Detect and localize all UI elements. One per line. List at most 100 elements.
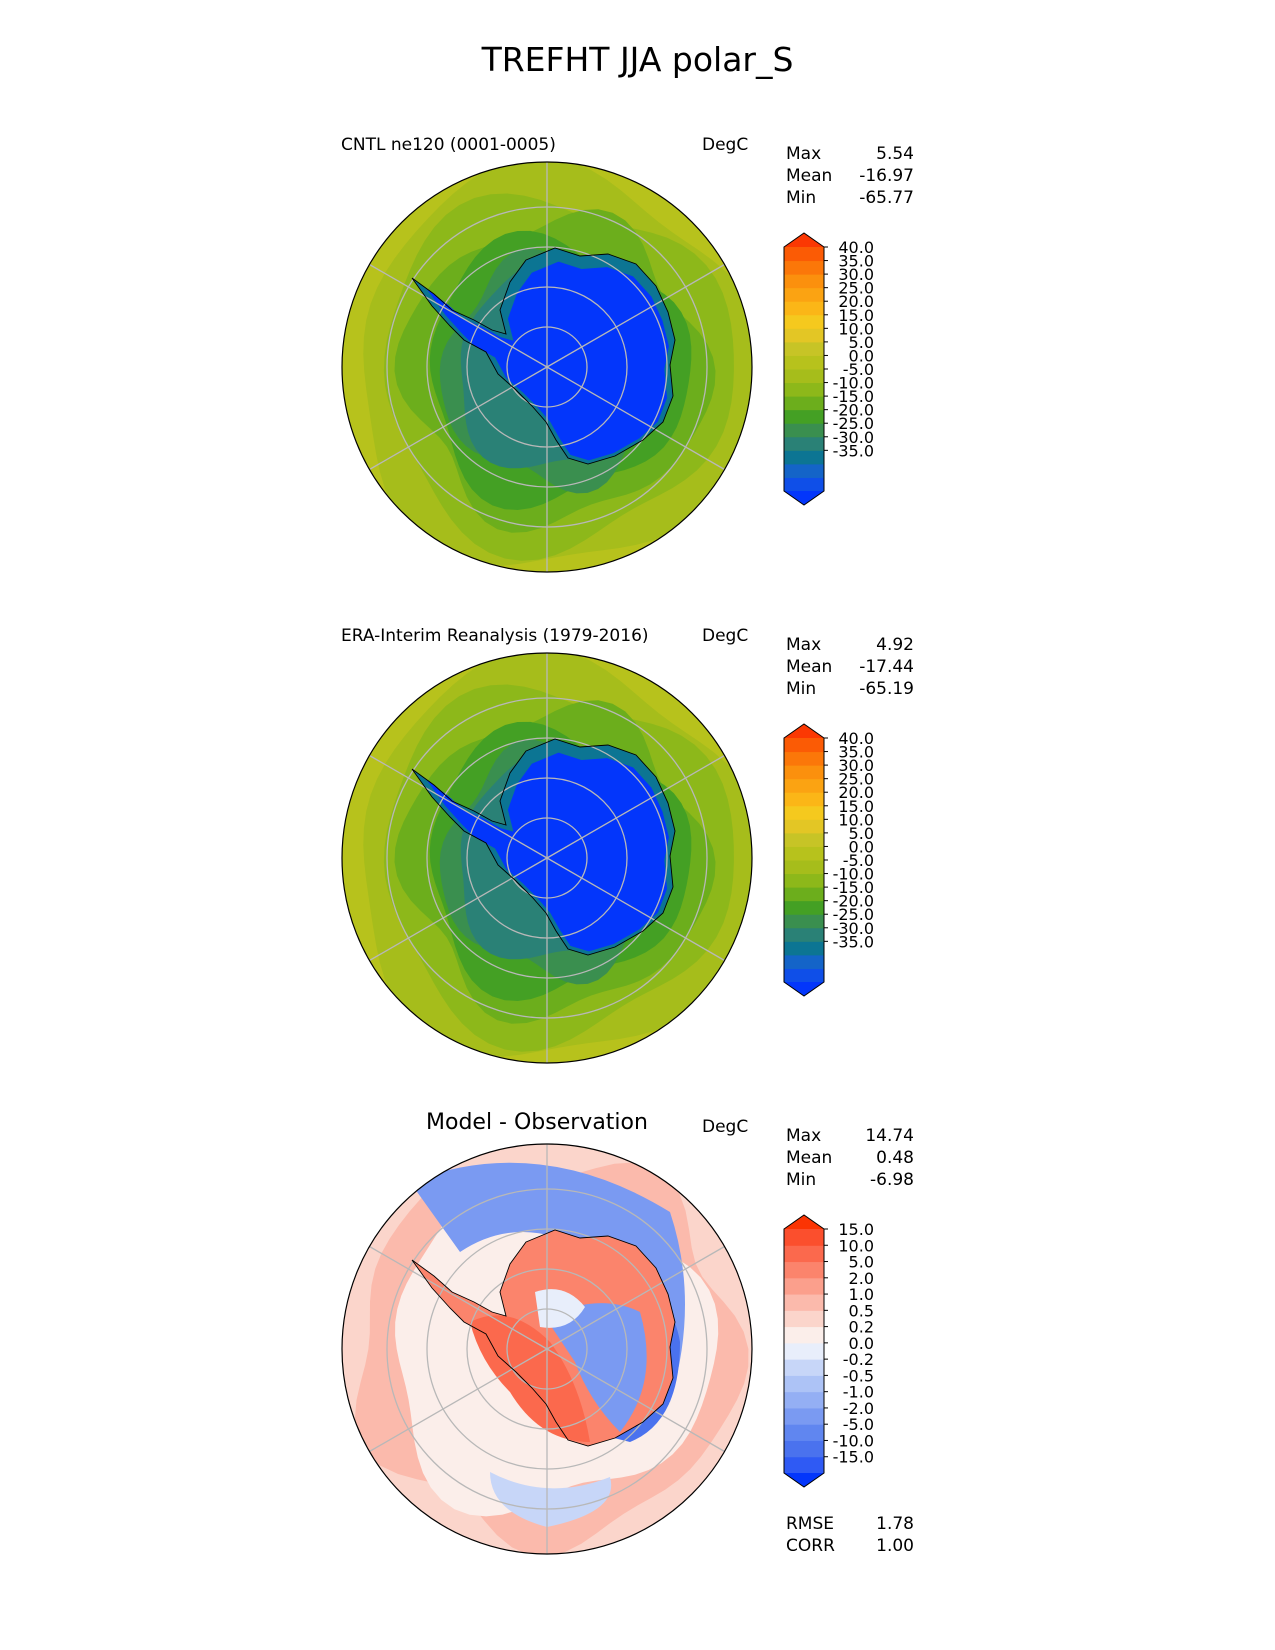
panel-3-colorbar-outline [783,1214,825,1488]
panel-1-colorbar-tick-label: 0.0 [849,346,874,365]
panel-2-band-plateau [426,752,669,952]
panel-2-stat-label: Min [786,679,817,699]
panel-2-colorbar-swatch [784,873,824,888]
panel-2-colorbar-swatch [784,765,824,780]
panel-3-colorbar-swatch [784,1359,824,1376]
panel-1-colorbar-tick-label: 10.0 [838,319,874,338]
panel-1-colorbar-tick-label: -5.0 [843,360,874,379]
panel-3-colorbar-cap-top [784,1215,824,1229]
panel-3-stat-label: Max [786,1126,822,1146]
panel-1-stats: Max 5.54 Mean -16.97 Min -65.77 [786,143,914,209]
panel-1-colorbar-swatch [784,287,824,302]
panel-3-colorbar-tick-label: 1.0 [849,1285,874,1304]
panel-3-colorbar-tick-label: 10.0 [838,1236,874,1255]
panel-3-units: DegC [702,1117,749,1137]
panel-2-colorbar-tick-label: 10.0 [838,810,874,829]
panel-2-colorbar-tick-label: -20.0 [833,892,874,911]
panel-3-colorbar-swatch [784,1277,824,1295]
panel-1-meridian [369,366,548,471]
panel-3-colorbar-cap-bottom [784,1473,824,1487]
panel-3-band-cool [410,1162,685,1402]
panel-3-coastline [411,1229,676,1447]
panel-1-colorbar-tick-label: 25.0 [838,279,874,298]
panel-1-stat-label: Min [786,188,817,208]
panel-2-colorbar-swatch [784,738,824,753]
panel-3-map-border [341,1143,753,1555]
panel-1-units: DegC [702,135,749,155]
panel-3-colorbar-swatch [784,1407,824,1425]
panel-1-colorbar-swatch [784,396,824,411]
panel-1-colorbar: 40.035.030.025.020.015.010.05.00.0-5.0-1… [783,232,874,506]
panel-1-stat-value: -16.97 [859,166,914,186]
panel-3-colorbar-tick-label: 0.5 [849,1301,874,1320]
panel-3-colorbar-tick-label: -0.2 [843,1350,874,1369]
panel-2-colorbar-tick-label: 15.0 [838,797,874,816]
panel-3-colorbar-tick-label: -10.0 [833,1431,874,1450]
panel-2-colorbar-outline [783,723,825,997]
panel-1-colorbar-tick-label: -15.0 [833,387,874,406]
panel-1-title: CNTL ne120 (0001-0005) [341,135,556,155]
panel-2-stats: Max 4.92 Mean -17.44 Min -65.19 [786,634,914,700]
panel-3-stat-label: Min [786,1170,817,1190]
panel-2-meridian [369,857,548,962]
panel-2-colorbar-swatch [784,832,824,847]
panel-1-colorbar-outline [783,232,825,506]
panel-2-polar-map [341,652,753,1064]
panel-3-stats: Max 14.74 Mean 0.48 Min -6.98 [786,1125,914,1191]
panel-2-colorbar-cap-bottom [784,982,824,996]
panel-3-colorbar-swatch [784,1294,824,1311]
panel-2-meridian [546,857,725,962]
panel-1-colorbar-swatch [784,301,824,316]
panel-1-colorbar-swatch [784,369,824,384]
panel-1-colorbar-swatch [784,260,824,275]
rmse-value: 1.78 [876,1514,914,1534]
panel-3-colorbar-swatch [784,1456,824,1474]
panel-2-colorbar-tick-label: -30.0 [833,919,874,938]
panel-3-colorbar-tick-label: -0.5 [843,1366,874,1385]
panel-2-stat-value: -17.44 [859,657,914,677]
panel-2-colorbar-tick-label: 5.0 [849,824,874,843]
panel-2-colorbar-swatch [784,792,824,807]
panel-2-units: DegC [702,626,749,646]
panel-2-colorbar-swatch [784,778,824,793]
panel-2-map-border [341,652,753,1064]
panel-3-colorbar-swatch [784,1342,824,1360]
panel-3-stat-value: 14.74 [865,1126,914,1146]
panel-2-colorbar-swatch [784,941,824,956]
panel-3-colorbar-swatch [784,1310,824,1328]
panel-3-colorbar-swatch [784,1391,824,1409]
panel-1-colorbar-tick-label: 5.0 [849,333,874,352]
panel-1-colorbar-tick-label: 35.0 [838,252,874,271]
panel-3-colorbar-tick-label: -15.0 [833,1448,874,1467]
panel-1-map-border [341,161,753,573]
panel-1-stat-value: 5.54 [876,144,914,164]
panel-1-colorbar-tick-label: -35.0 [833,441,874,460]
panel-2-colorbar-tick-label: -10.0 [833,865,874,884]
panel-1-colorbar-swatch [784,450,824,465]
panel-1-coastline [411,247,676,465]
panel-2-colorbar-swatch [784,860,824,875]
panel-2-colorbar-swatch [784,846,824,861]
panel-1-colorbar-tick-label: -20.0 [833,401,874,420]
panel-3-colorbar-swatch [784,1440,824,1458]
panel-1-colorbar-tick-label: 15.0 [838,306,874,325]
panel-2-colorbar-swatch [784,887,824,902]
panel-2-colorbar-cap-top [784,724,824,738]
panel-3-band-neutral [490,1472,612,1527]
panel-1-colorbar-swatch [784,314,824,329]
panel-2-coastline [411,738,676,956]
panel-3-extra-stats: RMSE 1.78 CORR 1.00 [786,1513,914,1557]
panel-2-colorbar-swatch [784,968,824,983]
panel-1-colorbar-swatch [784,477,824,492]
panel-3-stat-label: Mean [786,1148,833,1168]
panel-2-title: ERA-Interim Reanalysis (1979-2016) [341,626,649,646]
panel-3-colorbar: 15.010.05.02.01.00.50.20.0-0.2-0.5-1.0-2… [783,1214,874,1488]
panel-3-colorbar-swatch [784,1229,824,1246]
panel-3-colorbar-tick-label: -5.0 [843,1415,874,1434]
panel-2-meridian [369,754,548,859]
panel-3-stat-value: -6.98 [870,1170,914,1190]
panel-2-colorbar-tick-label: 30.0 [838,756,874,775]
panel-1-stat-label: Max [786,144,822,164]
corr-label: CORR [786,1536,835,1556]
panel-1-colorbar-tick-label: 40.0 [838,238,874,257]
